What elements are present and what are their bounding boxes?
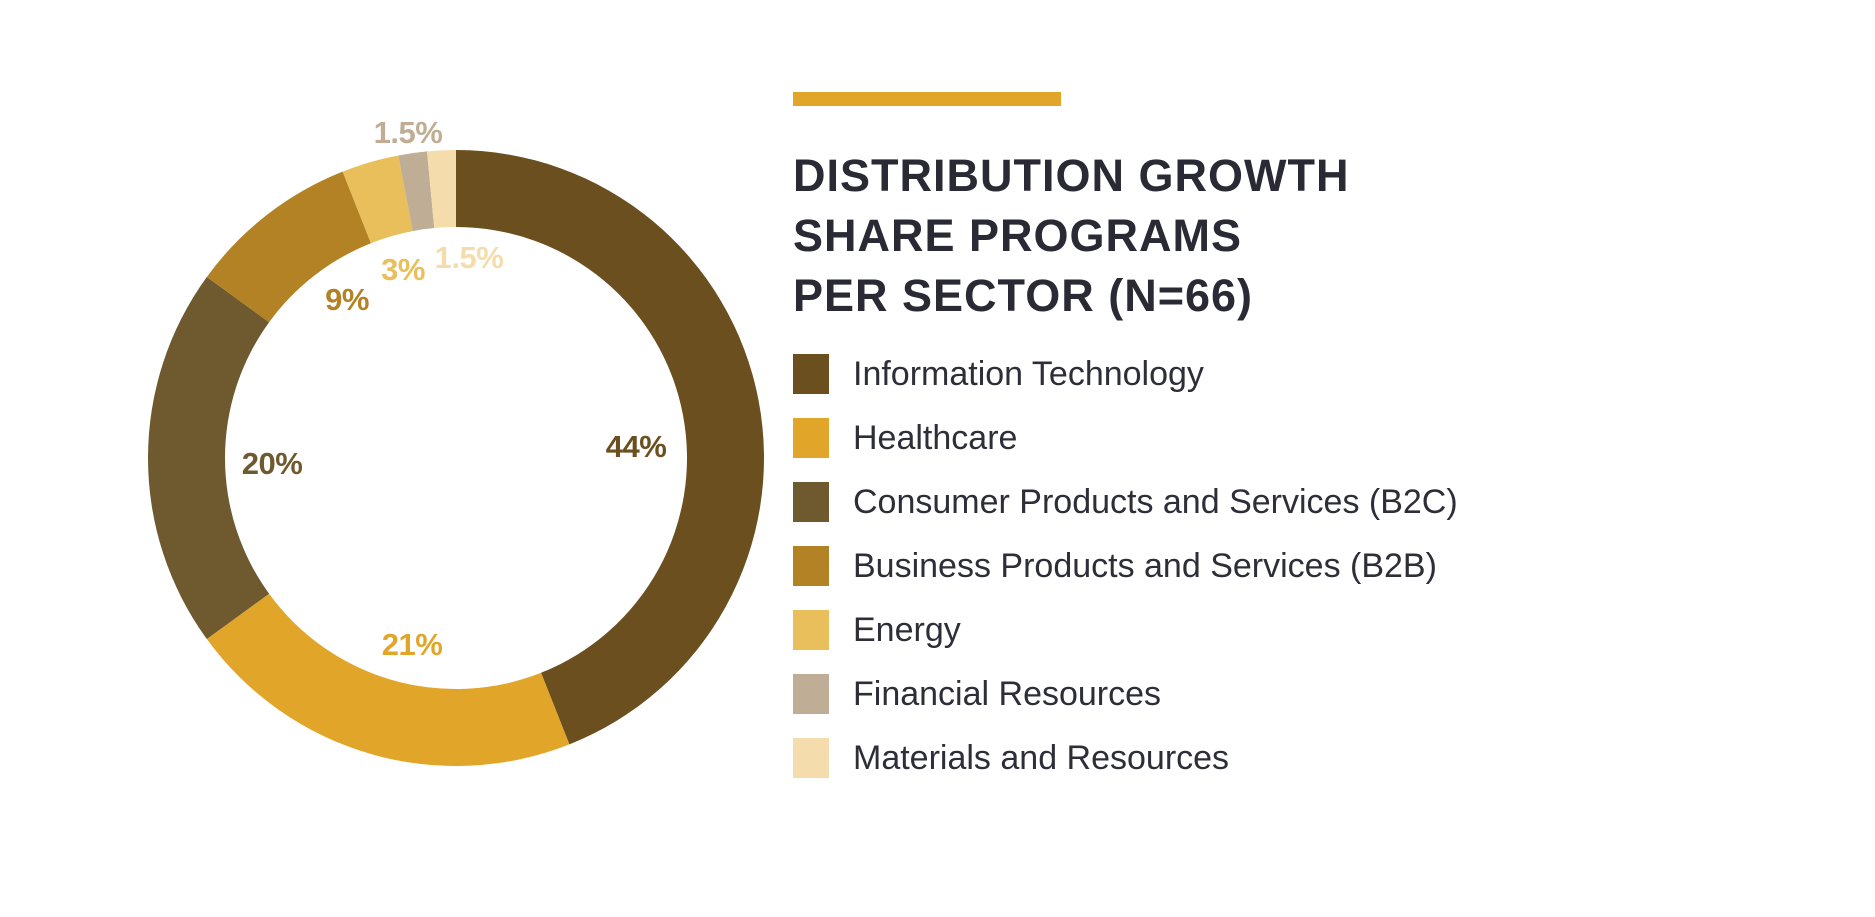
title-line-3: PER SECTOR (N=66) [793,270,1254,321]
legend-swatch [793,354,829,394]
legend-label: Consumer Products and Services (B2C) [853,482,1458,521]
data-label: 21% [381,627,443,662]
title-line-2: SHARE PROGRAMS [793,210,1243,261]
legend-item: Business Products and Services (B2B) [793,534,1458,598]
donut-segment-6 [427,150,456,229]
legend-label: Business Products and Services (B2B) [853,546,1437,585]
data-label: 3% [381,252,425,287]
legend-item: Financial Resources [793,662,1458,726]
legend-label: Financial Resources [853,674,1162,713]
legend-swatch [793,674,829,714]
legend-label: Information Technology [853,354,1204,393]
data-label: 1.5% [434,240,504,275]
legend: Information Technology Healthcare Consumer… [793,342,1458,790]
legend-item: Energy [793,598,1458,662]
chart-title: DISTRIBUTION GROWTH SHARE PROGRAMS PER S… [793,146,1349,326]
legend-label: Materials and Resources [853,738,1230,777]
data-label: 1.5% [373,115,443,150]
donut-segment-2 [148,276,270,640]
donut-segment-1 [206,593,570,766]
legend-swatch [793,610,829,650]
legend-item: Healthcare [793,406,1458,470]
legend-item: Materials and Resources [793,726,1458,790]
donut-segment-5 [398,151,435,232]
title-accent-bar [793,92,1061,106]
legend-label: Healthcare [853,418,1018,457]
data-label: 44% [605,429,667,464]
donut-segment-0 [456,150,765,745]
data-label: 20% [241,446,303,481]
legend-swatch [793,482,829,522]
donut-chart [148,150,765,766]
legend-label: Energy [853,610,961,649]
legend-swatch [793,418,829,458]
title-line-1: DISTRIBUTION GROWTH [793,150,1350,201]
legend-item: Consumer Products and Services (B2C) [793,470,1458,534]
legend-item: Information Technology [793,342,1458,406]
legend-swatch [793,546,829,586]
legend-swatch [793,738,829,778]
data-label: 9% [325,282,369,317]
donut-segment-3 [206,171,371,323]
donut-segment-4 [342,155,413,244]
